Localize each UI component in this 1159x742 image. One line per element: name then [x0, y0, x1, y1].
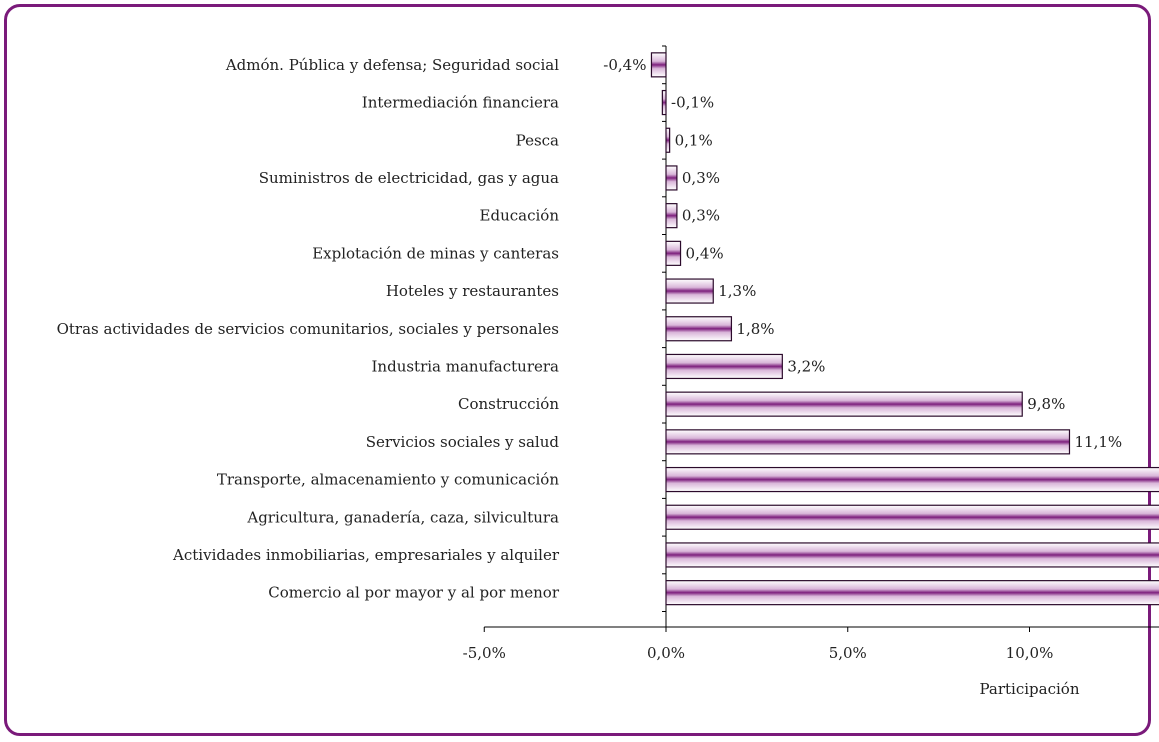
chart-frame — [4, 4, 1151, 736]
category-label: Explotación de minas y canteras — [312, 244, 559, 262]
plot-area: -5,0%0,0%5,0%10,0%15,0%20,0%25,0%Admón. … — [57, 45, 1159, 662]
category-label: Intermediación financiera — [362, 94, 559, 112]
bar — [665, 391, 1023, 417]
category-label: Actividades inmobiliarias, empresariales… — [172, 546, 560, 564]
data-label: 0,4% — [686, 244, 724, 262]
data-label: -0,1% — [671, 94, 714, 112]
data-label: 0,1% — [675, 131, 713, 149]
category-label: Suministros de electricidad, gas y agua — [259, 169, 559, 187]
data-label: 0,3% — [682, 169, 720, 187]
x-tick-label: 0,0% — [647, 644, 685, 662]
bar — [665, 127, 671, 153]
bar — [665, 240, 682, 266]
category-label: Transporte, almacenamiento y comunicació… — [217, 471, 559, 489]
category-label: Construcción — [458, 395, 559, 413]
bar — [665, 504, 1159, 530]
data-label: 0,3% — [682, 207, 720, 225]
data-label: 1,8% — [736, 320, 774, 338]
category-label: Industria manufacturera — [372, 357, 560, 375]
x-tick-label: 10,0% — [1006, 644, 1054, 662]
data-label: 9,8% — [1027, 395, 1065, 413]
bar — [665, 542, 1159, 568]
category-label: Otras actividades de servicios comunitar… — [57, 320, 559, 338]
category-label: Comercio al por mayor y al por menor — [268, 584, 560, 602]
data-label: -0,4% — [603, 56, 646, 74]
x-tick-label: 5,0% — [829, 644, 867, 662]
category-label: Admón. Pública y defensa; Seguridad soci… — [225, 56, 559, 74]
bar — [665, 316, 733, 342]
bar — [665, 278, 714, 304]
bar — [665, 580, 1159, 606]
category-label: Agricultura, ganadería, caza, silvicultu… — [246, 508, 559, 526]
data-label: 11,1% — [1074, 433, 1122, 451]
bar — [665, 466, 1159, 493]
bar — [661, 89, 667, 116]
data-label: 1,3% — [718, 282, 756, 300]
category-label: Servicios sociales y salud — [366, 433, 560, 451]
category-label: Pesca — [516, 131, 559, 149]
bar — [665, 353, 783, 380]
x-axis-title: Participación — [980, 680, 1080, 698]
category-label: Educación — [480, 207, 560, 225]
bar — [650, 52, 667, 78]
bar — [665, 203, 678, 229]
data-label: 3,2% — [787, 357, 825, 375]
bar — [665, 165, 678, 191]
x-tick-label: -5,0% — [463, 644, 506, 662]
bar — [665, 429, 1071, 455]
category-label: Hoteles y restaurantes — [386, 282, 559, 300]
